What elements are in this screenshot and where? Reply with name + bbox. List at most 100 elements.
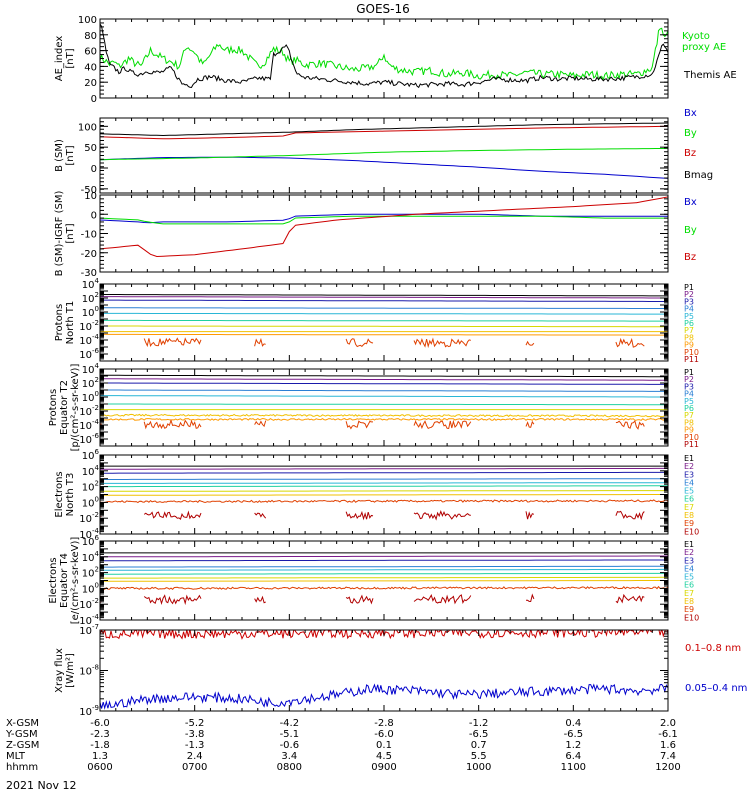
- x-tick-label: 4.5: [376, 751, 392, 762]
- legend-entry: P1: [684, 283, 694, 292]
- legend-entry: E5: [684, 487, 694, 496]
- series-line: [100, 325, 668, 328]
- x-tick-label: -2.8: [374, 718, 394, 729]
- y-tick-label: -10: [81, 230, 97, 241]
- x-tick-label: 1.2: [565, 740, 581, 751]
- series-line: [100, 485, 668, 488]
- y-tick-label: 0: [91, 210, 97, 221]
- series-line: [100, 395, 668, 398]
- y-tick-label: 0: [91, 94, 97, 105]
- series-line: [100, 490, 668, 492]
- series-line: [100, 559, 668, 562]
- series-line: [100, 413, 668, 418]
- x-tick-label: 0900: [371, 762, 396, 773]
- y-axis-label: ProtonsEquator T2[p/(cm²-s-sr-keV)]: [48, 364, 81, 452]
- legend-entry: P4: [684, 390, 694, 399]
- y-tick-label: 20: [84, 78, 97, 89]
- legend-entry: E4: [684, 478, 694, 487]
- legend-entry: P7: [684, 326, 694, 335]
- legend-entry: E4: [684, 564, 694, 573]
- legend-entry: P2: [684, 375, 694, 384]
- x-tick-label: 5.5: [471, 751, 487, 762]
- y-tick-label: 100: [82, 495, 99, 509]
- x-tick-label: -6.1: [658, 729, 678, 740]
- y-tick-label: 102: [82, 566, 99, 580]
- legend-entry: P1: [684, 368, 694, 377]
- legend-entry: P9: [684, 341, 694, 350]
- legend-entry: E3: [684, 556, 694, 565]
- series-line: [100, 374, 668, 378]
- legend-entry: 0.05–0.4 nm: [685, 683, 747, 694]
- legend-entry: E7: [684, 503, 694, 512]
- series-line: [100, 312, 668, 315]
- legend-entry: E2: [684, 462, 694, 471]
- legend-entry: Bx: [684, 108, 697, 119]
- x-tick-label: -6.5: [469, 729, 489, 740]
- x-tick-label: 0600: [87, 762, 112, 773]
- series-line: [100, 471, 668, 474]
- legend-entry: Bz: [684, 148, 696, 159]
- legend-entry: E9: [684, 605, 694, 614]
- panel-frame: [99, 194, 669, 273]
- series-line: [100, 572, 668, 575]
- y-tick-label: 100: [82, 305, 99, 319]
- date-label: 2021 Nov 12: [6, 779, 76, 792]
- x-tick-label: 1.3: [92, 751, 108, 762]
- series-line: [100, 299, 668, 302]
- y-axis-label: Xray flux[W/m²]: [54, 648, 76, 693]
- series-line: [100, 482, 668, 484]
- legend-entry: E10: [684, 527, 699, 536]
- x-axis-row-label: Z-GSM: [6, 740, 39, 751]
- legend-entry: 0.1–0.8 nm: [685, 643, 741, 654]
- x-tick-label: -3.8: [185, 729, 205, 740]
- legend-entry: P6: [684, 319, 694, 328]
- y-axis-label: ElectronsNorth T3: [54, 471, 76, 517]
- y-tick-label: 104: [82, 277, 100, 291]
- legend-entry: Bmag: [684, 170, 713, 181]
- legend-entry: P5: [684, 397, 694, 406]
- y-tick-label: 10-2: [79, 597, 99, 611]
- y-axis-label: ElectronsEquator T4[e/(cm²-s-sr-keV)]: [48, 537, 81, 625]
- y-tick-label: -50: [81, 185, 97, 196]
- x-tick-label: 2.4: [187, 751, 203, 762]
- series-line: [100, 467, 668, 470]
- y-axis-label: B (SM)[nT]: [54, 139, 76, 172]
- x-tick-label: 0800: [277, 762, 302, 773]
- series-line: [100, 499, 668, 504]
- x-tick-label: -0.6: [280, 740, 300, 751]
- panel-frame: [99, 368, 669, 447]
- legend-entry: E3: [684, 470, 694, 479]
- legend-entry: P7: [684, 411, 694, 420]
- legend-entry: Bz: [684, 252, 696, 263]
- series-line: [100, 378, 668, 381]
- x-axis-row-label: MLT: [6, 751, 26, 762]
- legend-entry: E6: [684, 495, 694, 504]
- x-tick-label: -2.3: [90, 729, 110, 740]
- y-tick-label: 100: [78, 15, 97, 26]
- legend-entry: P4: [684, 305, 694, 314]
- panel-2: 10 0 -10 -20 -30 B (SM)-IGRF (SM)[nT] Bx By Bz: [54, 191, 697, 279]
- y-tick-label: 10-6: [79, 347, 99, 361]
- series-line: [100, 389, 668, 392]
- series-line: [100, 294, 668, 297]
- x-tick-label: -1.3: [185, 740, 205, 751]
- panel-frame: [99, 18, 669, 99]
- series-line: [100, 478, 668, 480]
- series-line: [100, 125, 668, 140]
- series-line: [100, 568, 668, 571]
- x-tick-label: 7.4: [660, 751, 676, 762]
- y-tick-label: 10: [84, 191, 97, 202]
- series-line: [100, 27, 668, 81]
- x-tick-label: 1200: [655, 762, 680, 773]
- y-tick-label: 10-2: [79, 511, 99, 525]
- y-axis-label: B (SM)-IGRF (SM)[nT]: [54, 191, 76, 277]
- legend-entry: E9: [684, 519, 694, 528]
- y-tick-label: 100: [82, 581, 99, 595]
- legend-entry: E1: [684, 540, 694, 549]
- x-tick-label: -6.0: [90, 718, 110, 729]
- legend-entry: E10: [684, 613, 699, 622]
- series-line: [100, 576, 668, 579]
